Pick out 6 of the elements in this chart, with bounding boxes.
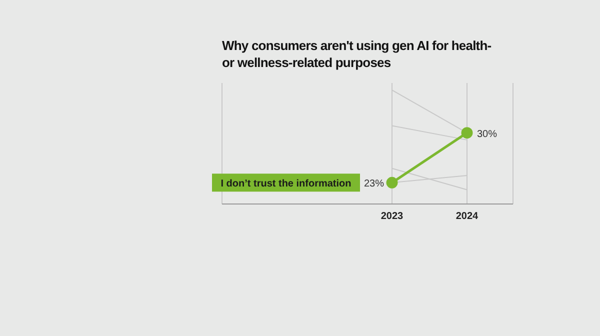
- data-label: 30%: [477, 128, 498, 140]
- text: I don’t trust the information: [220, 178, 352, 190]
- x-tick-label: 2023: [380, 211, 404, 222]
- x-tick-label: 2024: [456, 211, 479, 222]
- data-label: 23%: [364, 178, 384, 190]
- chart-title: Why consumers aren't using gen AI for health- or wellness-related purposes: [222, 37, 492, 71]
